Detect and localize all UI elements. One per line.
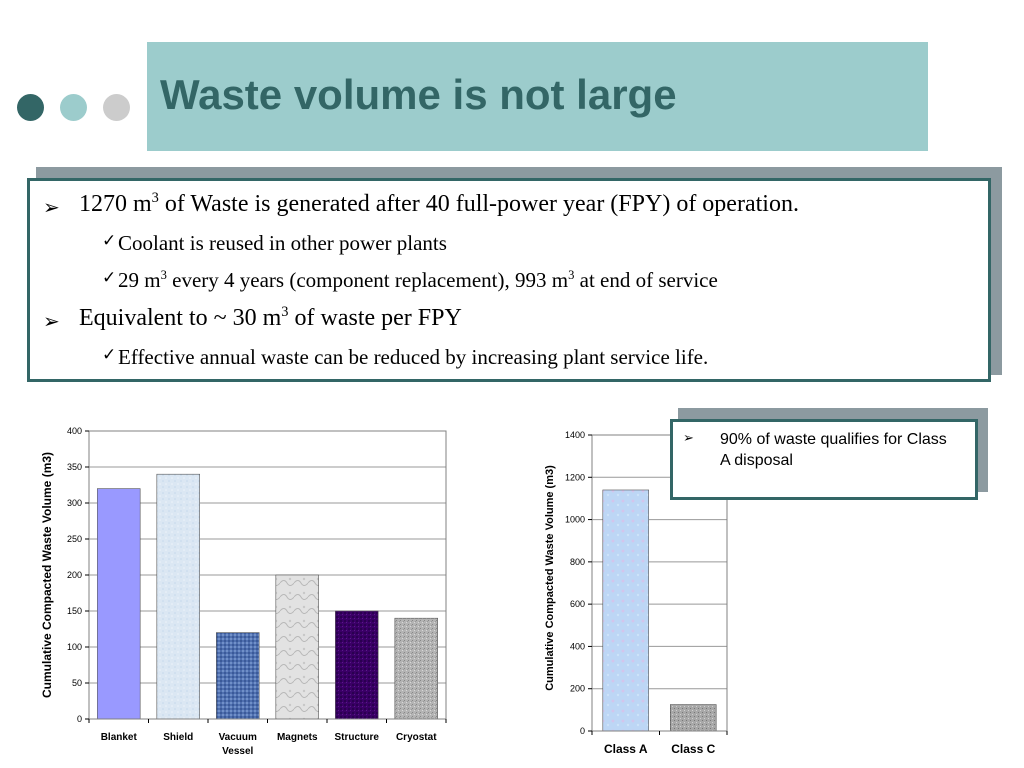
chart2-axes — [588, 434, 728, 735]
c2-ytick-label: 600 — [570, 599, 585, 609]
arrow-bullet-icon: ➢ — [43, 195, 60, 219]
dot-dark — [17, 94, 44, 121]
bullet-waste-generated: 1270 m3 of Waste is generated after 40 f… — [79, 190, 799, 217]
c2-ytick-label: 1200 — [565, 472, 585, 482]
c2-category-label: Class A — [604, 742, 648, 756]
chart1-labels: 0 50 100 150 200 250 300 350 400 Blanket Shield Vac… — [67, 426, 437, 757]
c1-category-label: Shield — [163, 732, 193, 743]
component-waste-chart: 0 50 100 150 200 250 300 350 400 Blanket Shield Vac… — [40, 426, 447, 757]
c1-category-label: Vacuum Vessel — [219, 732, 257, 757]
chart2-labels: 0 200 400 600 800 1000 1200 1400 Class A Class C — [565, 430, 716, 756]
c2-ytick-label: 1000 — [565, 515, 585, 525]
check-bullet-icon: ✓ — [102, 268, 117, 288]
callout-text: 90% of waste qualifies for Class A dispo… — [720, 431, 947, 469]
arrow-bullet-icon: ➢ — [683, 431, 694, 446]
c1-bar-cryostat — [394, 617, 438, 720]
c2-ytick-label: 0 — [580, 726, 585, 736]
c2-bar-class-c — [670, 704, 717, 732]
chart1-grid — [89, 466, 446, 684]
callout-box: ➢ 90% of waste qualifies for Class A dis… — [670, 419, 978, 500]
c2-ytick-label: 200 — [570, 684, 585, 694]
chart1-ylabel: Cumulative Compacted Waste Volume (m3) — [40, 452, 54, 698]
chart1-axes — [85, 430, 447, 723]
check-bullet-icon: ✓ — [102, 345, 117, 365]
bullet-per-fpy: Equivalent to ~ 30 m3 of waste per FPY — [79, 304, 462, 331]
c1-bar-structure — [335, 610, 379, 720]
bullet-panel: ➢ 1270 m3 of Waste is generated after 40… — [27, 178, 991, 382]
c1-ytick-label: 300 — [67, 498, 82, 508]
c1-bar-magnets — [275, 574, 319, 720]
c1-ytick-label: 350 — [67, 462, 82, 472]
c1-ytick-label: 400 — [67, 426, 82, 436]
chart1-bars — [97, 473, 438, 720]
c1-bar-blanket — [97, 488, 141, 720]
c1-category-label: Blanket — [101, 732, 138, 743]
c1-ytick-label: 0 — [77, 714, 82, 724]
bullet-coolant: Coolant is reused in other power plants — [118, 231, 447, 255]
c2-category-label: Class C — [671, 742, 715, 756]
c1-ytick-label: 100 — [67, 642, 82, 652]
c1-ytick-label: 250 — [67, 534, 82, 544]
c2-ytick-label: 400 — [570, 641, 585, 651]
c1-ytick-label: 200 — [67, 570, 82, 580]
c1-ytick-label: 150 — [67, 606, 82, 616]
c1-category-label: Structure — [335, 732, 380, 743]
chart2-ylabel: Cumulative Compacted Waste Volume (m3) — [544, 465, 556, 691]
dot-gray — [103, 94, 130, 121]
c2-ytick-label: 800 — [570, 557, 585, 567]
c2-bar-class-a — [602, 489, 650, 732]
check-bullet-icon: ✓ — [102, 231, 117, 251]
c1-bar-vacuum-vessel — [216, 632, 260, 720]
c1-category-label: Cryostat — [396, 732, 437, 743]
arrow-bullet-icon: ➢ — [43, 309, 60, 333]
title-box: Waste volume is not large — [147, 42, 928, 151]
c2-ytick-label: 1400 — [565, 430, 585, 440]
chart2-bars — [602, 489, 717, 732]
bullet-replacement: 29 m3 every 4 years (component replaceme… — [118, 268, 718, 292]
bullet-service-life: Effective annual waste can be reduced by… — [118, 345, 709, 369]
slide-title: Waste volume is not large — [160, 71, 677, 118]
c1-category-label: Magnets — [277, 732, 318, 743]
c1-bar-shield — [156, 473, 200, 720]
dot-teal — [60, 94, 87, 121]
c1-ytick-label: 50 — [72, 678, 82, 688]
